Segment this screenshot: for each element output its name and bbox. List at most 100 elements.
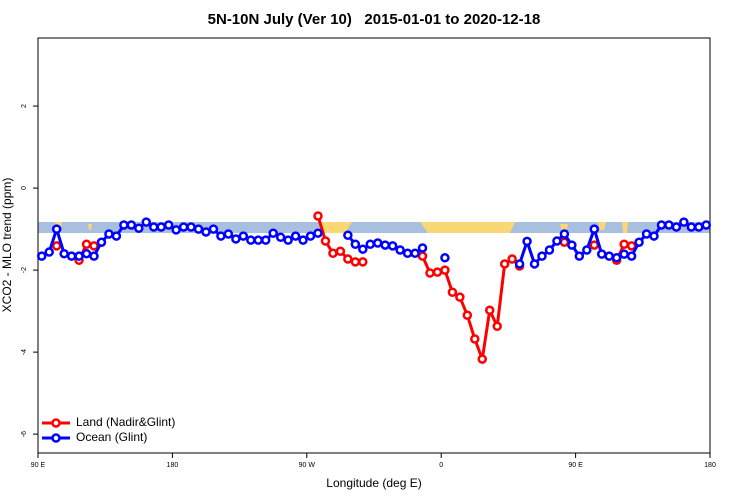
data-point (275, 232, 286, 243)
data-point (216, 231, 226, 241)
land-patch (420, 222, 515, 233)
data-point (44, 247, 54, 257)
data-point (395, 245, 405, 255)
legend-label: Land (Nadir&Glint) (76, 415, 175, 429)
data-point (350, 239, 361, 250)
data-point (649, 231, 659, 241)
data-point (596, 249, 607, 259)
data-point (417, 251, 428, 261)
data-point (328, 248, 338, 259)
data-point (283, 235, 293, 245)
data-point (201, 227, 211, 237)
data-point (664, 220, 674, 230)
data-point (626, 251, 637, 261)
data-point (484, 305, 495, 316)
data-point (507, 254, 517, 264)
series-line (77, 215, 632, 366)
data-point (313, 211, 323, 221)
data-point (589, 224, 600, 234)
data-point (470, 334, 480, 344)
data-point (492, 321, 502, 332)
data-point (380, 240, 390, 250)
data-point (81, 248, 92, 259)
data-point (260, 235, 271, 245)
data-point (567, 240, 577, 250)
land-patch (622, 222, 628, 233)
data-point (268, 228, 278, 238)
y-tick-label: 2 (21, 104, 28, 108)
data-point (74, 251, 84, 261)
data-point (193, 224, 204, 234)
data-point (686, 222, 697, 232)
data-point (313, 228, 323, 238)
data-point (178, 222, 189, 232)
data-point (81, 239, 92, 250)
data-point (186, 222, 196, 232)
data-point (694, 222, 704, 232)
data-point (156, 222, 166, 232)
data-point (320, 236, 331, 246)
data-point (619, 239, 629, 250)
data-point (290, 231, 301, 241)
legend-marker (51, 418, 61, 428)
data-point (387, 241, 398, 251)
data-point (305, 231, 316, 241)
data-point (432, 267, 443, 277)
data-point (634, 237, 644, 247)
data-point (589, 240, 600, 250)
data-point (656, 220, 667, 230)
land-patch (88, 224, 92, 230)
data-point (440, 265, 450, 275)
y-tick-label: -2 (21, 267, 28, 273)
data-point (455, 292, 465, 302)
x-tick-label: 90 W (299, 462, 316, 469)
data-point (141, 217, 152, 227)
x-tick-label: 90 E (568, 462, 583, 469)
data-point (537, 251, 547, 261)
data-point (701, 220, 712, 230)
data-point (582, 245, 592, 255)
data-point (529, 259, 540, 269)
data-point (51, 241, 62, 251)
data-point (477, 354, 488, 364)
data-point (298, 235, 308, 245)
data-point (402, 248, 413, 259)
land-patch (598, 222, 606, 230)
data-point (358, 257, 368, 267)
data-point (51, 224, 62, 234)
data-point (544, 245, 555, 255)
data-point (626, 241, 637, 251)
data-point (208, 224, 219, 234)
y-tick-label: -6 (21, 431, 28, 437)
chart-title: 5N-10N July (Ver 10) 2015-01-01 to 2020-… (208, 11, 541, 28)
data-point (111, 231, 122, 241)
data-point (440, 253, 450, 263)
data-point (126, 220, 137, 230)
data-point (574, 251, 585, 261)
data-point (104, 229, 114, 239)
data-point (223, 229, 234, 239)
data-point (253, 235, 264, 245)
data-point (148, 222, 159, 232)
data-point (231, 234, 241, 244)
legend-label: Ocean (Glint) (76, 430, 147, 444)
data-point (96, 237, 107, 247)
data-point (134, 223, 144, 234)
data-point (350, 257, 361, 267)
data-point (514, 259, 525, 269)
data-point (462, 310, 473, 320)
x-tick-label: 180 (704, 462, 716, 469)
data-point (559, 229, 570, 239)
x-tick-label: 90 E (31, 462, 46, 469)
data-point (171, 225, 181, 235)
data-point (552, 236, 562, 246)
data-point (604, 251, 614, 261)
legend-marker (51, 433, 61, 443)
data-point (358, 244, 368, 254)
data-point (499, 259, 510, 269)
x-tick-label: 180 (167, 462, 179, 469)
data-point (89, 241, 99, 251)
data-point (410, 248, 420, 259)
plot-frame (37, 37, 711, 454)
